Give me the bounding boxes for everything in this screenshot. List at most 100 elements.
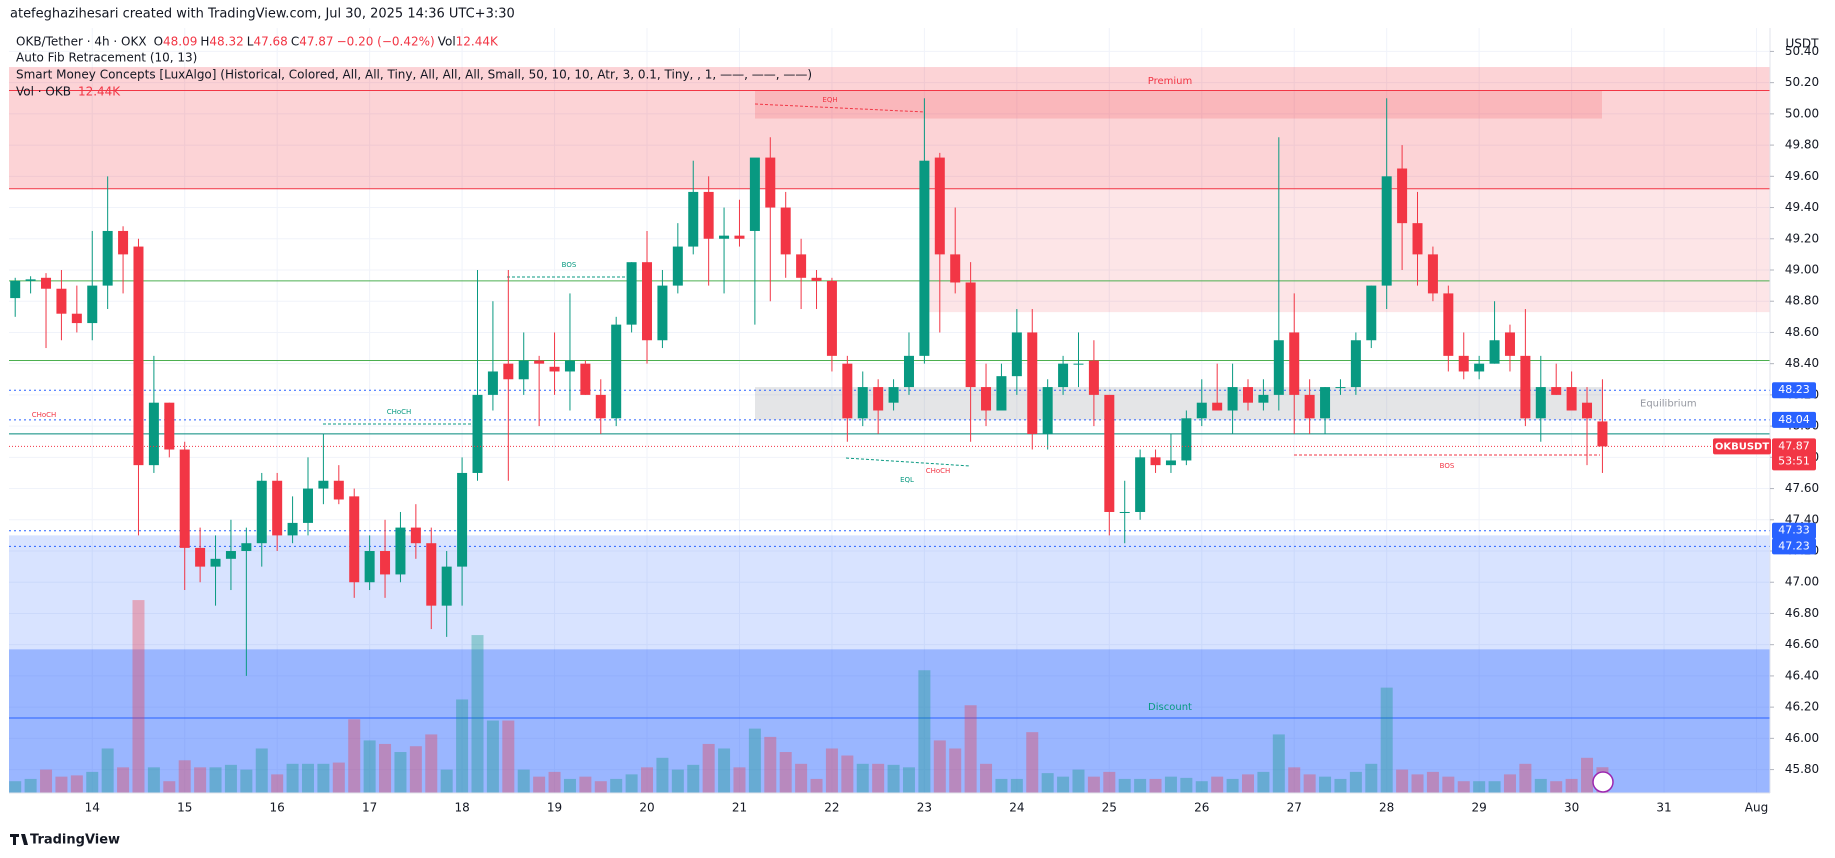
candle-body — [441, 566, 452, 606]
volume-bar — [995, 778, 1008, 793]
candle-body — [1582, 402, 1593, 419]
credit: atefeghazihesari created with TradingVie… — [10, 7, 515, 22]
y-tick-label: 50.40 — [1785, 44, 1819, 58]
y-tick-label: 50.00 — [1785, 106, 1819, 120]
x-tick-label: 30 — [1564, 801, 1579, 815]
candle-body — [333, 480, 344, 500]
volume-bar — [209, 767, 222, 793]
volume-bar — [548, 771, 561, 793]
candle-body — [395, 527, 406, 575]
volume-bar — [779, 752, 792, 793]
y-tick-label: 46.00 — [1785, 731, 1819, 745]
volume-bar — [394, 752, 407, 793]
candle-body — [534, 360, 545, 364]
x-tick-label: 20 — [639, 801, 654, 815]
candle-body — [1104, 394, 1115, 512]
candle-body — [1073, 363, 1084, 365]
price-tag-text: 47.23 — [1778, 539, 1810, 552]
volume-bar — [240, 769, 253, 793]
candle-body — [349, 496, 360, 583]
candle-body — [56, 288, 67, 314]
volume-bar — [117, 767, 130, 793]
candle-body — [1397, 168, 1408, 224]
volume-bar — [1288, 767, 1301, 793]
legend-text: 48.09 — [163, 35, 197, 49]
candle-body — [487, 371, 498, 395]
candle-body — [164, 402, 175, 450]
candle-body — [996, 376, 1007, 411]
candle-body — [318, 480, 329, 489]
x-tick-label: 17 — [362, 801, 377, 815]
candle-body — [1504, 332, 1515, 356]
last-price-text: 47.87 — [1778, 439, 1810, 452]
candle-body — [133, 246, 144, 466]
price-tag — [1772, 411, 1816, 428]
volume-bar — [1426, 771, 1439, 793]
zone — [9, 649, 1770, 793]
volume-bar — [517, 769, 530, 793]
candle-body — [1443, 293, 1454, 356]
candle-body — [965, 282, 976, 388]
candle-body — [1489, 340, 1500, 364]
volume-bar — [980, 763, 993, 793]
volume-bar — [1380, 687, 1393, 793]
price-tag — [1772, 538, 1816, 555]
candle-body — [857, 387, 868, 419]
volume-bar — [533, 776, 546, 793]
candle-body — [1535, 387, 1546, 419]
volume-bar — [1149, 778, 1162, 793]
candle-body — [826, 280, 837, 356]
volume-bar — [1334, 778, 1347, 793]
candle-body — [903, 355, 914, 388]
candle-body — [796, 254, 807, 278]
candle-body — [703, 191, 714, 239]
volume-bar — [317, 763, 330, 793]
zone-label: Premium — [1148, 76, 1193, 87]
candle-body — [1366, 285, 1377, 341]
smc-label: CHoCH — [32, 411, 57, 419]
indicator-legend: Smart Money Concepts [LuxAlgo] (Historic… — [16, 68, 812, 82]
volume-bar — [1010, 778, 1023, 793]
legend-text: H — [200, 35, 209, 49]
x-tick-label: 29 — [1472, 801, 1487, 815]
volume-bar — [101, 748, 114, 793]
volume-bar — [1103, 771, 1116, 793]
legend-text: 47.68 — [253, 35, 287, 49]
volume-bar — [810, 778, 823, 793]
candle-body — [1350, 340, 1361, 388]
volume-bar — [9, 781, 22, 793]
volume-bar — [425, 734, 438, 793]
smc-label: BOS — [562, 261, 577, 269]
legend-text: OKB/Tether · 4h · OKX — [16, 35, 147, 49]
volume-bar — [887, 764, 900, 793]
volume-bar — [1226, 778, 1239, 793]
smc-label: EQL — [900, 476, 914, 484]
indicator-legend: Auto Fib Retracement (10, 13) — [16, 51, 197, 65]
candle-body — [1165, 460, 1176, 466]
candle-body — [364, 551, 375, 583]
candle-body — [71, 313, 82, 324]
candle-body — [225, 551, 236, 559]
candle-body — [287, 522, 298, 536]
volume-bar — [1118, 778, 1131, 793]
x-tick-label: 15 — [177, 801, 192, 815]
candle-body — [1304, 394, 1315, 419]
volume-bar — [332, 762, 345, 793]
x-tick-label: 16 — [270, 801, 285, 815]
y-tick-label: 47.60 — [1785, 481, 1819, 495]
price-tag-text: 47.33 — [1778, 524, 1810, 537]
candle-body — [888, 387, 899, 403]
price-tag-text: 48.04 — [1778, 413, 1810, 426]
candle-body — [950, 254, 961, 283]
candle-body — [1520, 355, 1531, 419]
x-tick-label: 28 — [1379, 801, 1394, 815]
smc-label: EQH — [822, 96, 837, 104]
candle-body — [118, 230, 129, 255]
volume-bar — [671, 769, 684, 793]
candle-body — [657, 285, 668, 341]
volume-bar — [964, 705, 977, 793]
candle-body — [1320, 387, 1331, 419]
volume-bar — [902, 767, 915, 793]
y-tick-label: 48.40 — [1785, 356, 1819, 370]
